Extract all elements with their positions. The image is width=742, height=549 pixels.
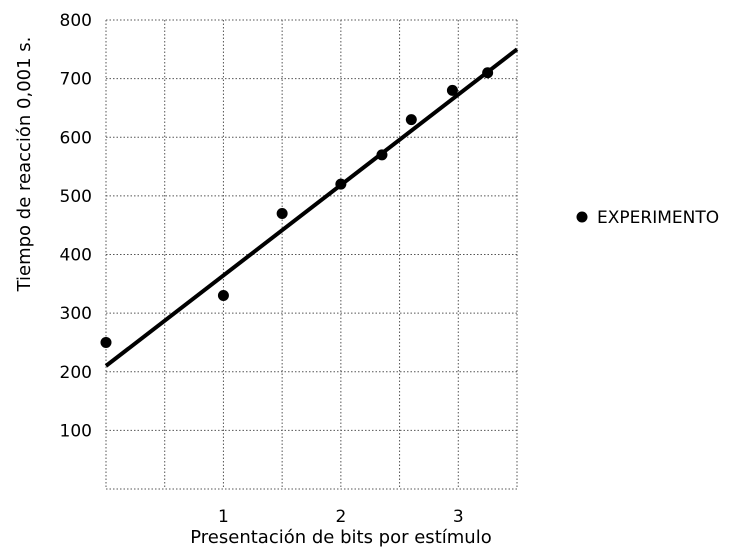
data-point [217,290,229,302]
y-tick-label: 400 [60,246,92,266]
data-points [100,67,494,348]
legend: EXPERIMENTO [576,208,719,228]
x-axis-title: Presentación de bits por estímulo [190,527,491,548]
data-point [276,207,288,219]
y-tick-label: 300 [60,304,92,324]
legend-marker [576,211,588,223]
grid [106,19,517,489]
data-point [446,84,458,96]
y-tick-labels: 100 200 300 400 500 600 700 800 [60,11,92,441]
data-point [376,149,388,161]
y-tick-label: 800 [60,11,92,31]
y-tick-label: 700 [60,70,92,90]
data-point [100,336,112,348]
x-tick-labels: 1 2 3 [218,507,464,527]
data-point [482,67,494,79]
y-tick-label: 200 [60,363,92,383]
axes [105,20,518,490]
trend-line [104,47,519,368]
x-tick-label: 2 [335,507,346,527]
data-point [405,114,417,126]
data-point [335,178,347,190]
y-tick-label: 600 [60,128,92,148]
y-tick-label: 100 [60,421,92,441]
x-tick-label: 1 [218,507,229,527]
y-tick-label: 500 [60,187,92,207]
y-axis-title: Tiempo de reacción 0,001 s. [14,37,35,293]
x-tick-label: 3 [453,507,464,527]
legend-label: EXPERIMENTO [597,208,719,228]
